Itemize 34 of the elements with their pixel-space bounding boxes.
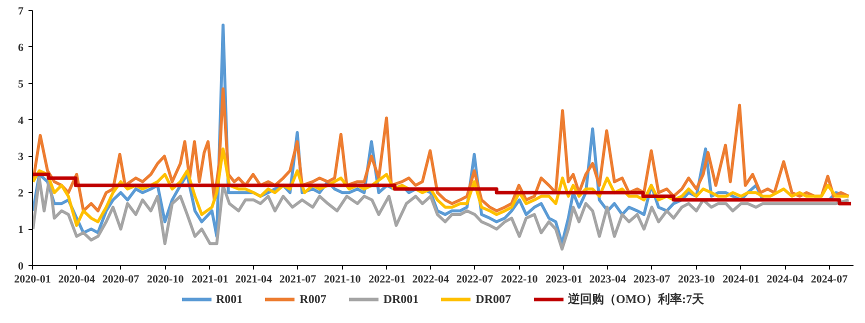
y-tick-label: 0: [18, 260, 24, 272]
x-tick-label: 2022-04: [412, 274, 450, 286]
y-tick-label: 5: [18, 78, 24, 90]
legend-label: 逆回购（OMO）利率:7天: [568, 290, 704, 308]
x-tick-label: 2021-10: [324, 274, 362, 286]
x-tick-label: 2024-07: [810, 274, 848, 286]
x-tick-label: 2021-01: [192, 274, 228, 286]
x-tick-label: 2021-04: [235, 274, 272, 286]
legend-label: DR007: [476, 292, 512, 306]
x-tick-label: 2020-01: [14, 274, 51, 286]
legend-label: DR001: [383, 292, 419, 306]
y-tick-label: 6: [18, 42, 24, 54]
y-tick-label: 3: [18, 151, 24, 164]
y-tick-label: 2: [18, 188, 24, 200]
line-series: [32, 176, 850, 251]
x-tick-label: 2024-04: [766, 274, 804, 286]
x-tick-label: 2022-10: [501, 274, 538, 286]
x-tick-label: 2022-07: [456, 274, 494, 286]
x-tick-label: 2020-10: [147, 274, 184, 286]
legend-label: R007: [300, 292, 326, 306]
x-tick-label: 2021-07: [279, 274, 317, 286]
x-tick-label: 2020-07: [102, 274, 140, 286]
legend-label: R001: [216, 292, 243, 306]
x-tick-label: 2023-01: [546, 274, 582, 286]
x-tick-label: 2023-10: [678, 274, 716, 286]
line-series: [32, 87, 850, 212]
y-tick-label: 7: [18, 6, 24, 18]
y-tick-label: 1: [18, 224, 24, 236]
y-tick-label: 4: [18, 114, 24, 127]
x-tick-label: 2020-04: [58, 274, 96, 286]
x-tick-label: 2022-01: [368, 274, 406, 286]
x-tick-label: 2023-04: [589, 274, 626, 286]
x-tick-label: 2024-01: [722, 274, 760, 286]
x-tick-label: 2023-07: [633, 274, 671, 286]
